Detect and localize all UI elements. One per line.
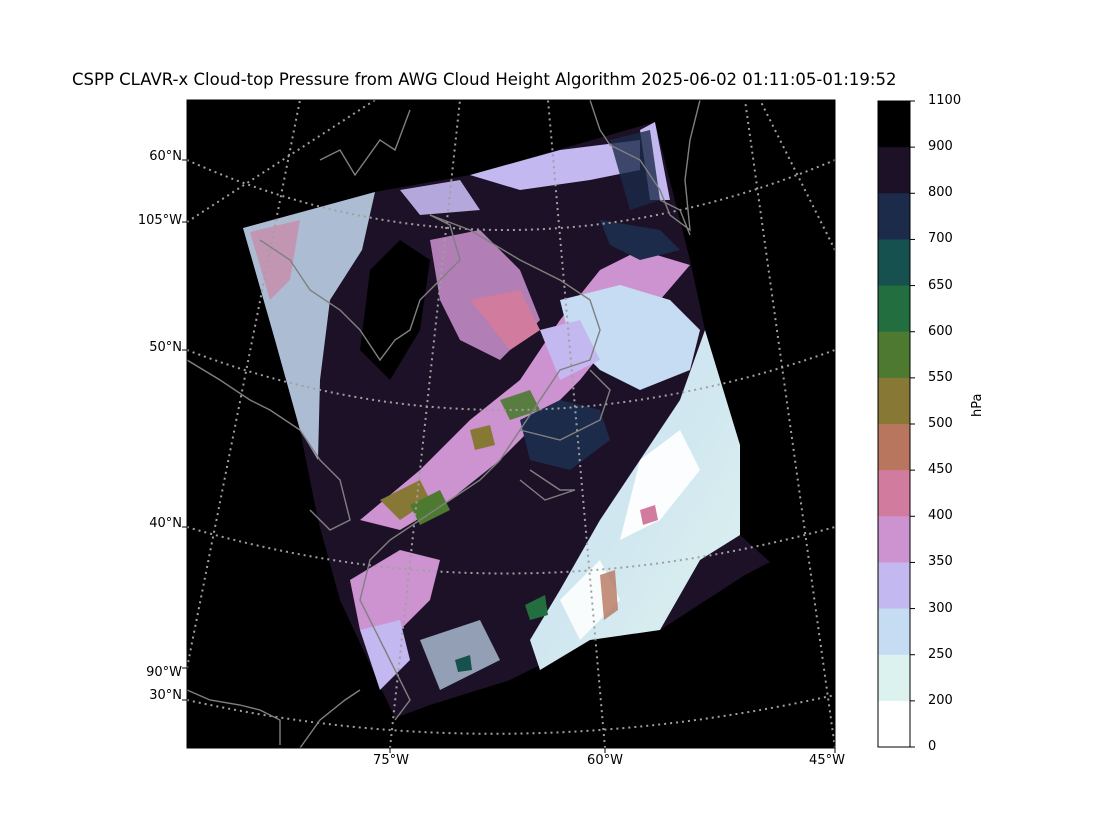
colorbar-bin bbox=[878, 470, 910, 517]
colorbar-frame bbox=[877, 100, 911, 748]
colorbar-bin bbox=[878, 654, 910, 702]
colorbar-tick-label: 900 bbox=[928, 139, 953, 155]
lat-label-40n: 40°N bbox=[149, 516, 182, 531]
colorbar-bin bbox=[878, 239, 910, 287]
colorbar-tick-label: 600 bbox=[928, 323, 953, 339]
colorbar-tick-label: 400 bbox=[928, 508, 953, 524]
colorbar-tick-label: 800 bbox=[928, 185, 953, 201]
lon-label-90w: 90°W bbox=[146, 665, 182, 680]
colorbar-tick-label: 0 bbox=[928, 739, 937, 754]
colorbar-bin bbox=[878, 516, 910, 563]
coastlines bbox=[187, 100, 701, 748]
lon-label-105w: 105°W bbox=[137, 213, 182, 228]
lon-label-45w: 45°W bbox=[809, 753, 845, 768]
colorbar-tick-label: 300 bbox=[928, 600, 953, 616]
colorbar-bin bbox=[878, 147, 910, 194]
colorbar-unit-label: hPa bbox=[970, 393, 985, 417]
tick-marks bbox=[182, 159, 836, 753]
colorbar-tick-label: 1100 bbox=[928, 93, 962, 108]
lon-label-75w: 75°W bbox=[373, 753, 409, 768]
colorbar-tick-label: 250 bbox=[928, 646, 953, 662]
colorbar-bin bbox=[878, 562, 910, 610]
map-title: CSPP CLAVR-x Cloud-top Pressure from AWG… bbox=[72, 70, 897, 89]
colorbar-bin bbox=[878, 193, 910, 240]
colorbar-tick-label: 550 bbox=[928, 369, 953, 385]
colorbar-tick-label: 200 bbox=[928, 692, 953, 708]
colorbar bbox=[878, 100, 915, 748]
map-frame bbox=[186, 99, 836, 749]
colorbar-bin bbox=[878, 424, 910, 471]
lat-label-30n: 30°N bbox=[149, 688, 182, 703]
colorbar-bin bbox=[878, 331, 910, 379]
colorbar-bin bbox=[878, 285, 910, 333]
colorbar-tick-label: 500 bbox=[928, 416, 953, 431]
colorbar-tick-label: 650 bbox=[928, 277, 953, 293]
colorbar-bin bbox=[878, 377, 910, 425]
lon-label-60w: 60°W bbox=[587, 753, 623, 768]
graticule bbox=[187, 100, 835, 748]
cloud-swath bbox=[243, 122, 770, 718]
colorbar-tick-label: 350 bbox=[928, 554, 953, 570]
lat-label-50n: 50°N bbox=[149, 340, 182, 355]
colorbar-tick-label: 700 bbox=[928, 231, 953, 247]
colorbar-bin bbox=[878, 700, 910, 748]
colorbar-bin bbox=[878, 608, 910, 656]
colorbar-bin bbox=[878, 101, 910, 148]
colorbar-tick-label: 450 bbox=[928, 462, 953, 478]
lat-label-60n: 60°N bbox=[149, 149, 182, 164]
